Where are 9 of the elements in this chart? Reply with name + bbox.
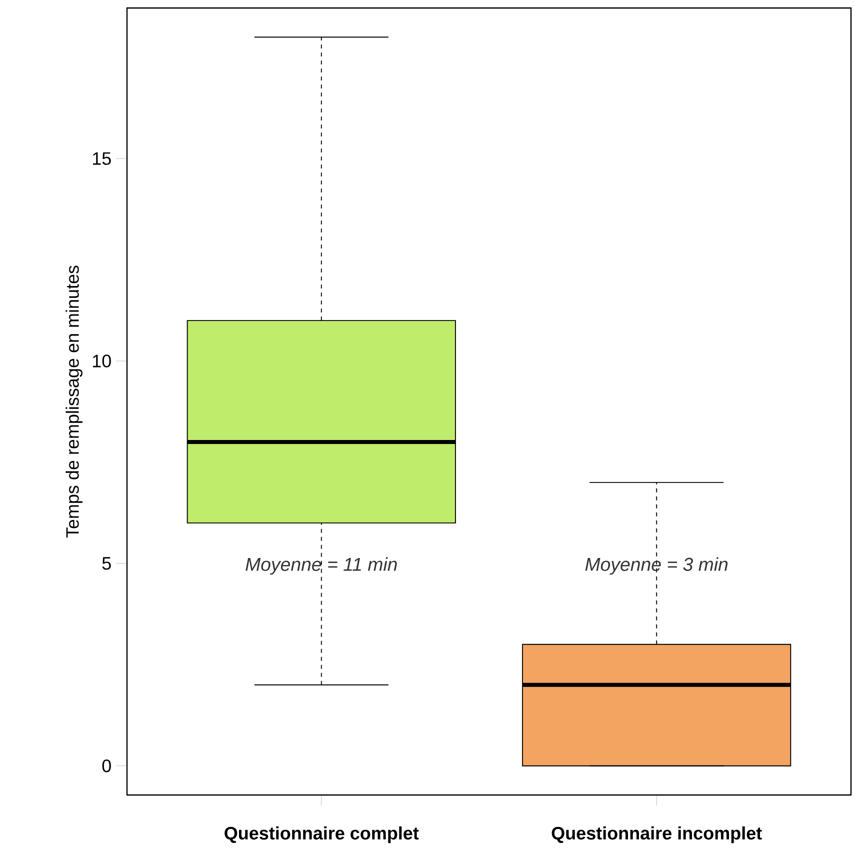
annotation: Moyenne = 11 min xyxy=(246,557,397,575)
x-tick-label: Questionnaire incomplet xyxy=(552,826,762,844)
x-tick-label: Questionnaire complet xyxy=(224,826,419,844)
y-tick-label: 10 xyxy=(92,354,111,368)
annotation: Moyenne = 3 min xyxy=(585,557,728,575)
y-tick-label: 5 xyxy=(102,557,111,570)
y-tick-label: 0 xyxy=(102,759,111,772)
y-axis-title: Temps de remplissage en minutes xyxy=(66,266,82,538)
y-tick-label: 15 xyxy=(92,152,111,165)
